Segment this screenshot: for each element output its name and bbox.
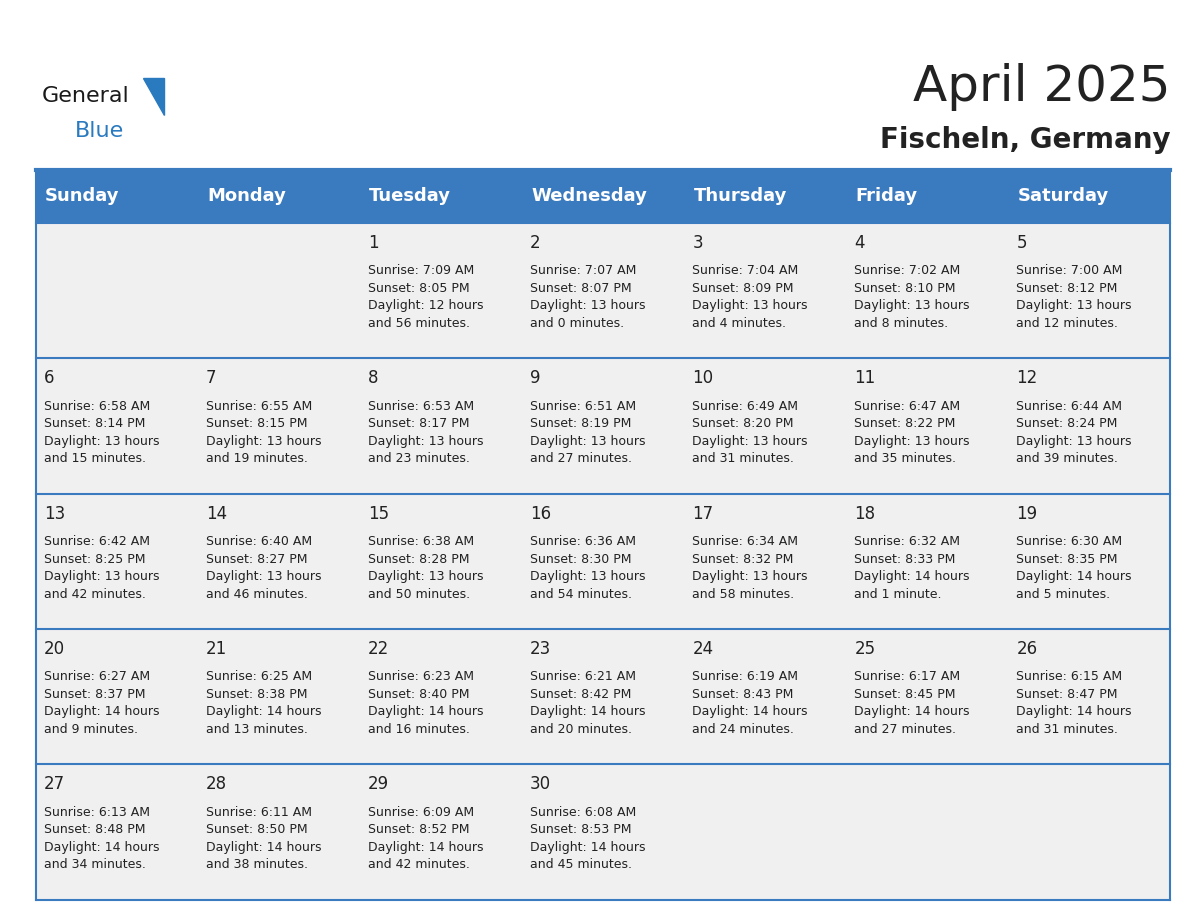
Text: Sunrise: 6:53 AM
Sunset: 8:17 PM
Daylight: 13 hours
and 23 minutes.: Sunrise: 6:53 AM Sunset: 8:17 PM Dayligh… [368, 399, 484, 465]
Bar [36, 358, 1170, 494]
Text: General: General [42, 86, 129, 106]
Text: Sunrise: 6:40 AM
Sunset: 8:27 PM
Daylight: 13 hours
and 46 minutes.: Sunrise: 6:40 AM Sunset: 8:27 PM Dayligh… [206, 535, 322, 600]
Text: Blue: Blue [75, 121, 124, 141]
Text: Sunrise: 6:08 AM
Sunset: 8:53 PM
Daylight: 14 hours
and 45 minutes.: Sunrise: 6:08 AM Sunset: 8:53 PM Dayligh… [530, 806, 646, 871]
Text: 3: 3 [693, 234, 703, 252]
Text: Sunrise: 6:17 AM
Sunset: 8:45 PM
Daylight: 14 hours
and 27 minutes.: Sunrise: 6:17 AM Sunset: 8:45 PM Dayligh… [854, 670, 969, 736]
Bar [36, 494, 1170, 629]
Text: Sunrise: 6:49 AM
Sunset: 8:20 PM
Daylight: 13 hours
and 31 minutes.: Sunrise: 6:49 AM Sunset: 8:20 PM Dayligh… [693, 399, 808, 465]
Text: 13: 13 [44, 505, 65, 522]
Text: April 2025: April 2025 [912, 63, 1170, 111]
Text: 22: 22 [368, 640, 390, 658]
Bar [36, 223, 1170, 358]
Text: Saturday: Saturday [1018, 187, 1108, 206]
Text: Sunrise: 6:42 AM
Sunset: 8:25 PM
Daylight: 13 hours
and 42 minutes.: Sunrise: 6:42 AM Sunset: 8:25 PM Dayligh… [44, 535, 159, 600]
Text: Sunrise: 6:55 AM
Sunset: 8:15 PM
Daylight: 13 hours
and 19 minutes.: Sunrise: 6:55 AM Sunset: 8:15 PM Dayligh… [206, 399, 322, 465]
Text: Sunrise: 6:23 AM
Sunset: 8:40 PM
Daylight: 14 hours
and 16 minutes.: Sunrise: 6:23 AM Sunset: 8:40 PM Dayligh… [368, 670, 484, 736]
Text: Sunrise: 6:27 AM
Sunset: 8:37 PM
Daylight: 14 hours
and 9 minutes.: Sunrise: 6:27 AM Sunset: 8:37 PM Dayligh… [44, 670, 159, 736]
Text: Sunrise: 7:02 AM
Sunset: 8:10 PM
Daylight: 13 hours
and 8 minutes.: Sunrise: 7:02 AM Sunset: 8:10 PM Dayligh… [854, 264, 969, 330]
Text: 26: 26 [1017, 640, 1037, 658]
Text: Sunrise: 6:44 AM
Sunset: 8:24 PM
Daylight: 13 hours
and 39 minutes.: Sunrise: 6:44 AM Sunset: 8:24 PM Dayligh… [1017, 399, 1132, 465]
Text: 14: 14 [206, 505, 227, 522]
Text: Sunrise: 6:21 AM
Sunset: 8:42 PM
Daylight: 14 hours
and 20 minutes.: Sunrise: 6:21 AM Sunset: 8:42 PM Dayligh… [530, 670, 646, 736]
Text: Friday: Friday [855, 187, 917, 206]
Text: Wednesday: Wednesday [531, 187, 647, 206]
Text: 21: 21 [206, 640, 227, 658]
Text: 15: 15 [368, 505, 390, 522]
Bar [36, 765, 1170, 900]
Text: 23: 23 [530, 640, 551, 658]
Text: 20: 20 [44, 640, 65, 658]
Text: 8: 8 [368, 369, 379, 387]
Text: Fischeln, Germany: Fischeln, Germany [879, 127, 1170, 154]
Text: Sunrise: 6:11 AM
Sunset: 8:50 PM
Daylight: 14 hours
and 38 minutes.: Sunrise: 6:11 AM Sunset: 8:50 PM Dayligh… [206, 806, 322, 871]
Text: 18: 18 [854, 505, 876, 522]
Text: Thursday: Thursday [694, 187, 786, 206]
Text: 12: 12 [1017, 369, 1037, 387]
Text: 9: 9 [530, 369, 541, 387]
Text: 11: 11 [854, 369, 876, 387]
Text: Sunrise: 6:09 AM
Sunset: 8:52 PM
Daylight: 14 hours
and 42 minutes.: Sunrise: 6:09 AM Sunset: 8:52 PM Dayligh… [368, 806, 484, 871]
Text: 24: 24 [693, 640, 713, 658]
Text: Sunrise: 7:07 AM
Sunset: 8:07 PM
Daylight: 13 hours
and 0 minutes.: Sunrise: 7:07 AM Sunset: 8:07 PM Dayligh… [530, 264, 646, 330]
Text: 17: 17 [693, 505, 713, 522]
Text: 10: 10 [693, 369, 713, 387]
Text: 16: 16 [530, 505, 551, 522]
Text: Sunday: Sunday [45, 187, 120, 206]
Text: 25: 25 [854, 640, 876, 658]
Text: 19: 19 [1017, 505, 1037, 522]
Text: Sunrise: 6:19 AM
Sunset: 8:43 PM
Daylight: 14 hours
and 24 minutes.: Sunrise: 6:19 AM Sunset: 8:43 PM Dayligh… [693, 670, 808, 736]
Text: Monday: Monday [207, 187, 286, 206]
Text: Sunrise: 6:34 AM
Sunset: 8:32 PM
Daylight: 13 hours
and 58 minutes.: Sunrise: 6:34 AM Sunset: 8:32 PM Dayligh… [693, 535, 808, 600]
Text: 2: 2 [530, 234, 541, 252]
Text: Sunrise: 6:58 AM
Sunset: 8:14 PM
Daylight: 13 hours
and 15 minutes.: Sunrise: 6:58 AM Sunset: 8:14 PM Dayligh… [44, 399, 159, 465]
Bar [36, 170, 1170, 223]
Text: Sunrise: 7:04 AM
Sunset: 8:09 PM
Daylight: 13 hours
and 4 minutes.: Sunrise: 7:04 AM Sunset: 8:09 PM Dayligh… [693, 264, 808, 330]
Text: 4: 4 [854, 234, 865, 252]
Text: Sunrise: 6:13 AM
Sunset: 8:48 PM
Daylight: 14 hours
and 34 minutes.: Sunrise: 6:13 AM Sunset: 8:48 PM Dayligh… [44, 806, 159, 871]
Text: Sunrise: 6:38 AM
Sunset: 8:28 PM
Daylight: 13 hours
and 50 minutes.: Sunrise: 6:38 AM Sunset: 8:28 PM Dayligh… [368, 535, 484, 600]
Text: Sunrise: 6:51 AM
Sunset: 8:19 PM
Daylight: 13 hours
and 27 minutes.: Sunrise: 6:51 AM Sunset: 8:19 PM Dayligh… [530, 399, 646, 465]
Bar [36, 629, 1170, 765]
Text: 30: 30 [530, 776, 551, 793]
Text: Sunrise: 6:47 AM
Sunset: 8:22 PM
Daylight: 13 hours
and 35 minutes.: Sunrise: 6:47 AM Sunset: 8:22 PM Dayligh… [854, 399, 969, 465]
Text: 7: 7 [206, 369, 216, 387]
Text: 29: 29 [368, 776, 390, 793]
Text: 5: 5 [1017, 234, 1026, 252]
Text: 6: 6 [44, 369, 55, 387]
Text: Sunrise: 6:30 AM
Sunset: 8:35 PM
Daylight: 14 hours
and 5 minutes.: Sunrise: 6:30 AM Sunset: 8:35 PM Dayligh… [1017, 535, 1132, 600]
Polygon shape [143, 78, 164, 115]
Text: 28: 28 [206, 776, 227, 793]
Text: 1: 1 [368, 234, 379, 252]
Text: Sunrise: 7:09 AM
Sunset: 8:05 PM
Daylight: 12 hours
and 56 minutes.: Sunrise: 7:09 AM Sunset: 8:05 PM Dayligh… [368, 264, 484, 330]
Text: Tuesday: Tuesday [369, 187, 451, 206]
Text: Sunrise: 6:15 AM
Sunset: 8:47 PM
Daylight: 14 hours
and 31 minutes.: Sunrise: 6:15 AM Sunset: 8:47 PM Dayligh… [1017, 670, 1132, 736]
Text: Sunrise: 6:25 AM
Sunset: 8:38 PM
Daylight: 14 hours
and 13 minutes.: Sunrise: 6:25 AM Sunset: 8:38 PM Dayligh… [206, 670, 322, 736]
Text: Sunrise: 6:32 AM
Sunset: 8:33 PM
Daylight: 14 hours
and 1 minute.: Sunrise: 6:32 AM Sunset: 8:33 PM Dayligh… [854, 535, 969, 600]
Text: Sunrise: 7:00 AM
Sunset: 8:12 PM
Daylight: 13 hours
and 12 minutes.: Sunrise: 7:00 AM Sunset: 8:12 PM Dayligh… [1017, 264, 1132, 330]
Text: Sunrise: 6:36 AM
Sunset: 8:30 PM
Daylight: 13 hours
and 54 minutes.: Sunrise: 6:36 AM Sunset: 8:30 PM Dayligh… [530, 535, 646, 600]
Text: 27: 27 [44, 776, 65, 793]
